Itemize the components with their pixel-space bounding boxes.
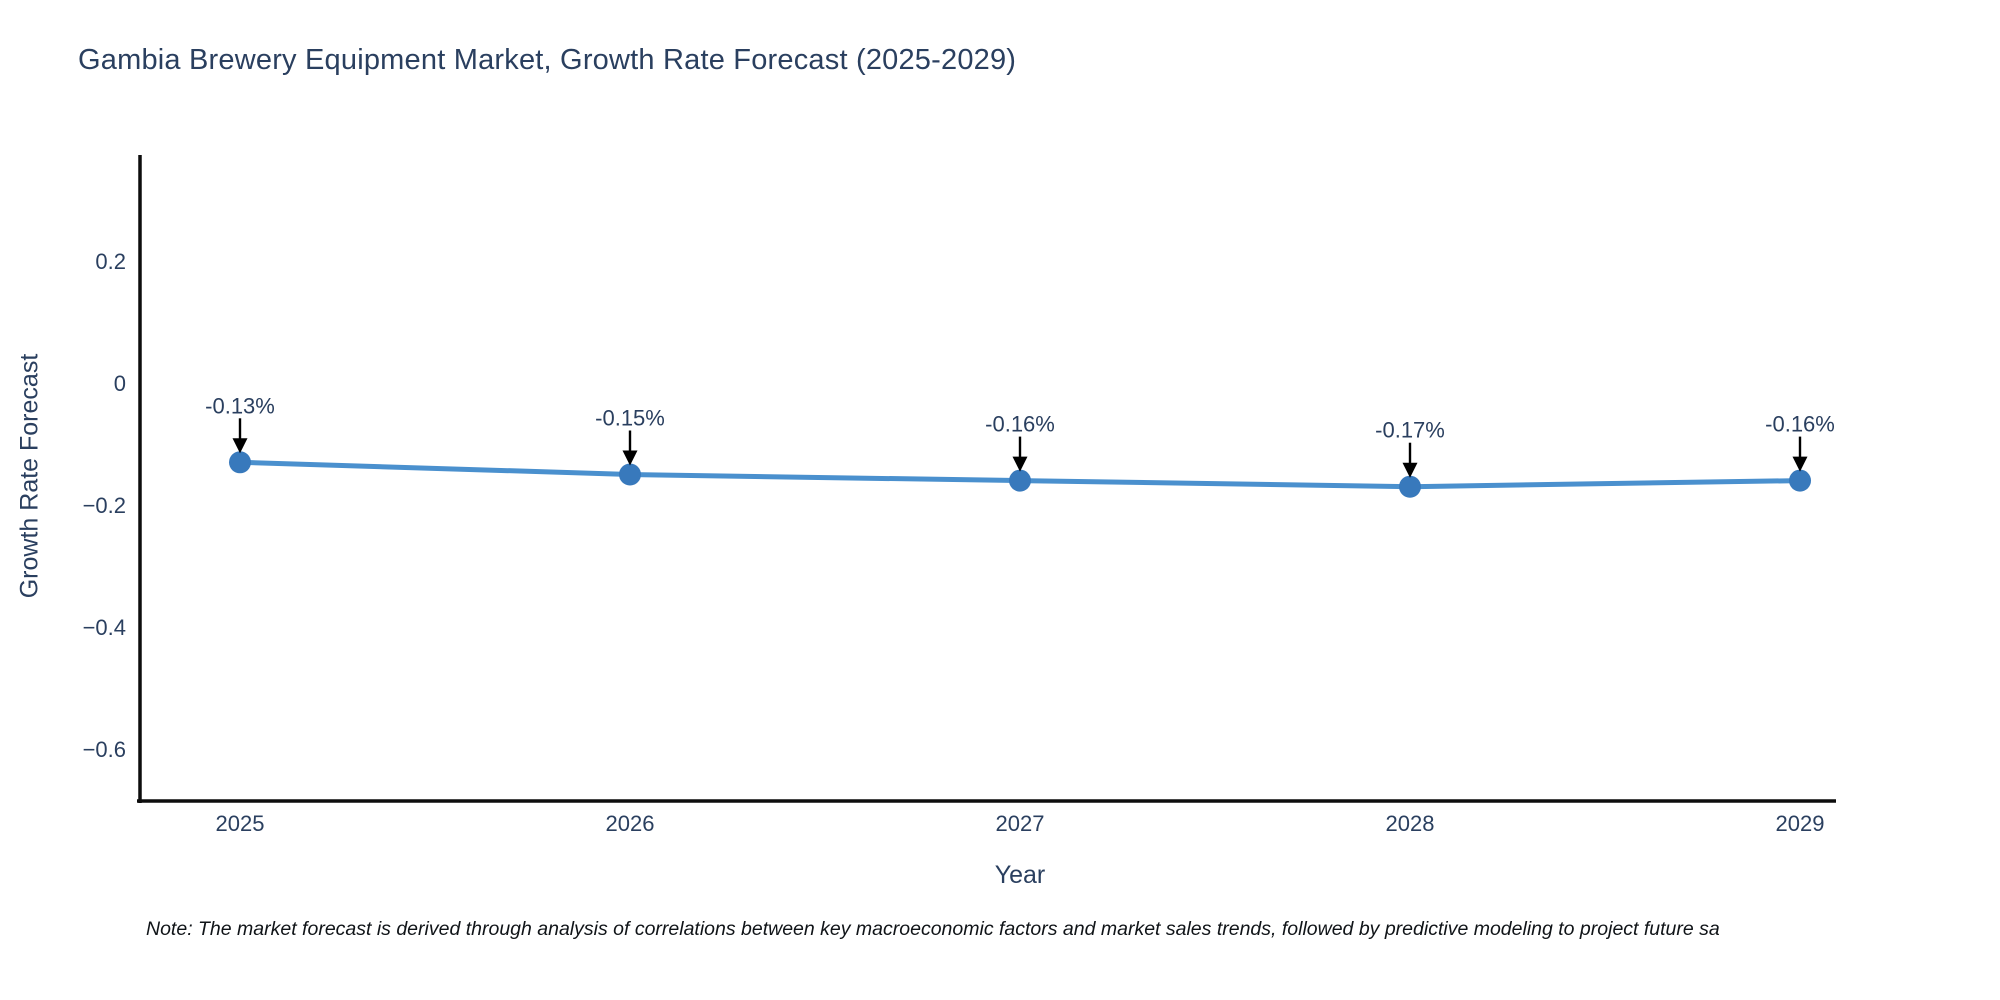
x-tick-label: 2026 — [606, 811, 655, 836]
annotation-arrowhead — [1402, 462, 1418, 478]
point-annotation: -0.15% — [595, 406, 665, 431]
annotation-arrowhead — [622, 450, 638, 466]
data-point-marker[interactable] — [1009, 469, 1031, 492]
footnote: Note: The market forecast is derived thr… — [146, 918, 1720, 940]
y-tick-label: 0.2 — [95, 249, 126, 274]
chart-title: Gambia Brewery Equipment Market, Growth … — [78, 44, 1017, 76]
annotation-arrowhead — [232, 438, 248, 454]
data-point-marker[interactable] — [1399, 475, 1421, 498]
annotation-arrowhead — [1012, 456, 1028, 472]
x-tick-label: 2027 — [996, 811, 1045, 836]
y-tick-label: −0.4 — [83, 615, 126, 640]
y-tick-label: 0 — [114, 371, 126, 396]
x-tick-label: 2029 — [1776, 811, 1825, 836]
point-annotation: -0.16% — [985, 412, 1055, 437]
x-axis-title: Year — [994, 861, 1046, 889]
point-annotation: -0.13% — [205, 393, 275, 418]
point-annotation: -0.17% — [1375, 418, 1445, 443]
point-annotation: -0.16% — [1765, 412, 1835, 437]
data-point-marker[interactable] — [619, 463, 641, 486]
y-tick-label: −0.2 — [83, 493, 126, 518]
y-tick-label: −0.6 — [83, 737, 126, 762]
data-point-marker[interactable] — [229, 451, 251, 474]
x-tick-label: 2025 — [216, 811, 265, 836]
x-tick-label: 2028 — [1386, 811, 1435, 836]
data-point-marker[interactable] — [1789, 469, 1811, 492]
annotation-arrowhead — [1792, 456, 1808, 472]
